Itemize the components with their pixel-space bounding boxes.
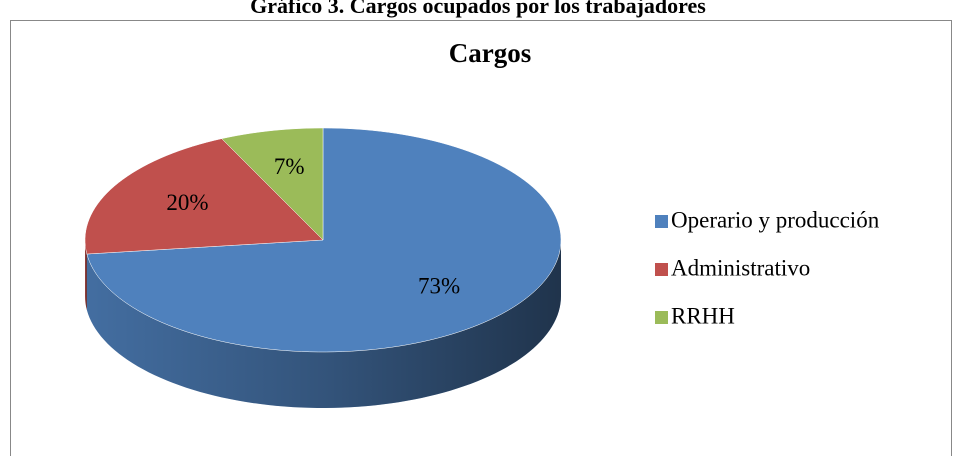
legend-swatch: [655, 311, 668, 324]
page-title: Gráfico 3. Cargos ocupados por los traba…: [250, 0, 706, 18]
pie-slice: [221, 127, 324, 241]
pie-slice: [86, 127, 562, 353]
data-label: 73%: [418, 273, 460, 298]
pie-slice: [84, 138, 324, 255]
data-label: 7%: [274, 154, 305, 179]
legend-label: Operario y producción: [671, 207, 880, 232]
legend-swatch: [655, 215, 668, 228]
legend-swatch: [655, 263, 668, 276]
pie-side-shade: [86, 240, 561, 408]
chart-title: Cargos: [449, 38, 532, 68]
pie-side-shade: [85, 240, 87, 311]
legend-label: RRHH: [671, 303, 735, 328]
legend-label: Administrativo: [671, 255, 810, 280]
data-label: 20%: [166, 190, 208, 215]
